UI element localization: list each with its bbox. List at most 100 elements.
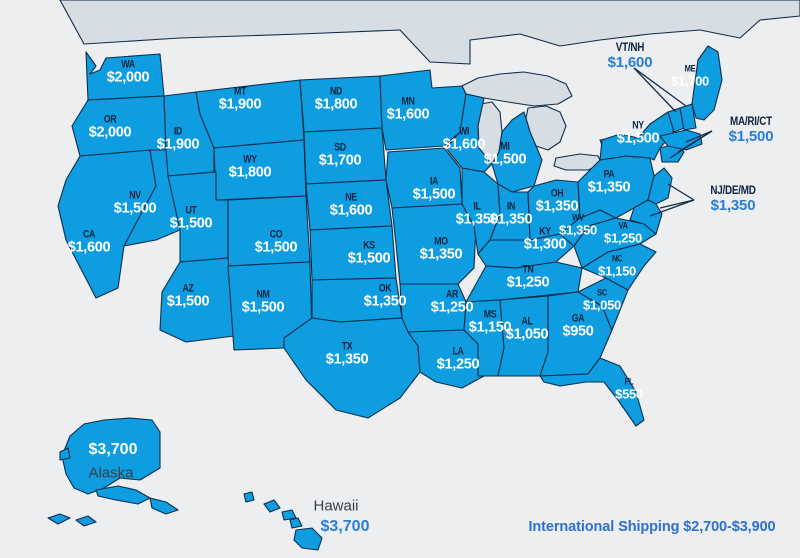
state-NH[interactable] (679, 103, 697, 131)
state-abbr: AZ (182, 282, 194, 295)
state-label-NY[interactable]: NY $1,500 (617, 119, 660, 148)
state-label-MI[interactable]: MI $1,500 (483, 141, 527, 169)
state-price: $1,900 (218, 97, 262, 114)
state-price: $1,600 (442, 137, 486, 154)
state-label-MT[interactable]: MT $1,900 (218, 85, 262, 114)
state-ME[interactable] (691, 45, 723, 121)
state-label-KY[interactable]: KY $1,300 (523, 225, 567, 254)
callout-ma-ri-ct[interactable]: MA/RI/CT $1,500 (727, 116, 776, 146)
state-label-IN[interactable]: IN $1,350 (489, 201, 533, 229)
state-abbr: SD (334, 141, 346, 154)
state-label-TX[interactable]: TX $1,350 (325, 340, 369, 369)
state-WI[interactable] (445, 93, 493, 173)
state-label-MS[interactable]: MS $1,150 (469, 309, 512, 337)
state-price: $1,050 (505, 327, 549, 344)
state-label-PA[interactable]: PA $1,350 (588, 169, 631, 197)
state-label-VA[interactable]: VA $1,250 (604, 221, 642, 244)
state-label-CA[interactable]: CA $1,600 (68, 228, 111, 257)
state-DE-MD[interactable] (629, 199, 663, 235)
state-label-MN[interactable]: MN $1,600 (387, 95, 430, 124)
hawaii-name: Hawaii (313, 497, 359, 515)
state-price: $1,500 (412, 187, 456, 204)
state-price: $1,350 (489, 212, 533, 229)
state-abbr: AR (445, 288, 459, 301)
state-price: $1,500 (347, 251, 391, 268)
state-abbr: TX (341, 340, 353, 353)
state-price: $1,500 (254, 240, 298, 257)
state-price: $1,050 (583, 297, 621, 313)
state-abbr: MN (401, 95, 415, 108)
state-label-AL[interactable]: AL $1,050 (505, 315, 549, 344)
state-label-WV[interactable]: WV $1,350 (559, 213, 597, 236)
state-label-ME[interactable]: ME $1,700 (671, 64, 709, 87)
state-abbr: VA (618, 220, 628, 232)
state-label-SC[interactable]: SC $1,050 (583, 288, 621, 311)
state-label-AZ[interactable]: AZ $1,500 (166, 282, 210, 311)
state-label-ID[interactable]: ID $1,900 (156, 126, 200, 154)
state-label-WY[interactable]: WY $1,800 (228, 153, 272, 182)
state-label-WA[interactable]: WA $2,000 (107, 58, 150, 87)
state-abbr: AL (521, 315, 533, 328)
state-label-TN[interactable]: TN $1,250 (507, 264, 550, 292)
state-label-ND[interactable]: ND $1,800 (315, 85, 358, 114)
state-label-NM[interactable]: NM $1,500 (242, 289, 285, 317)
callout-nj-de-md[interactable]: NJ/DE/MD $1,350 (707, 185, 760, 215)
callout-vt-nh[interactable]: VT/NH $1,600 (608, 42, 653, 72)
international-shipping-note: International Shipping $2,700-$3,900 (528, 519, 776, 535)
state-price: $1,350 (535, 199, 579, 216)
state-price: $1,350 (455, 212, 499, 229)
state-AZ[interactable] (159, 257, 235, 343)
state-price: $1,350 (325, 352, 369, 369)
hawaii-price: $3,700 (320, 518, 370, 535)
state-price: $1,250 (604, 230, 642, 246)
state-label-OH[interactable]: OH $1,350 (535, 188, 579, 216)
state-abbr: GA (571, 312, 585, 325)
state-abbr: IA (429, 175, 439, 188)
state-abbr: WA (121, 58, 135, 71)
state-label-CO[interactable]: CO $1,500 (254, 229, 298, 257)
state-label-KS[interactable]: KS $1,500 (347, 239, 391, 268)
state-abbr: WY (243, 153, 257, 166)
state-label-NE[interactable]: NE $1,600 (329, 192, 373, 220)
state-price: $1,700 (318, 153, 362, 170)
alaska-inset[interactable] (47, 417, 179, 527)
state-price: $1,300 (523, 237, 567, 254)
state-label-NC[interactable]: NC $1,150 (598, 254, 636, 277)
state-label-MO[interactable]: MO $1,350 (420, 236, 463, 264)
state-abbr: NY (632, 119, 644, 132)
state-price: $1,250 (436, 357, 480, 374)
state-abbr: KS (363, 239, 375, 252)
state-price: $550 (615, 386, 643, 402)
state-abbr: CA (82, 228, 96, 241)
state-label-FL[interactable]: FL $550 (615, 377, 643, 400)
state-price: $1,500 (483, 152, 527, 169)
state-TX[interactable] (283, 317, 421, 419)
state-label-IA[interactable]: IA $1,500 (412, 175, 456, 204)
state-label-NV[interactable]: NV $1,500 (113, 190, 157, 218)
state-label-OR[interactable]: OR $2,000 (89, 114, 132, 142)
state-price: $1,250 (430, 300, 474, 317)
state-label-IL[interactable]: IL $1,350 (455, 201, 499, 229)
state-abbr: WV (572, 212, 584, 224)
state-abbr: KY (539, 225, 551, 238)
state-price: $1,600 (329, 203, 373, 220)
state-label-WI[interactable]: WI $1,600 (442, 126, 486, 154)
state-label-AR[interactable]: AR $1,250 (430, 288, 474, 317)
state-label-LA[interactable]: LA $1,250 (436, 346, 480, 374)
state-abbr: MT (233, 85, 247, 98)
state-abbr: OK (378, 282, 392, 295)
hawaii-inset[interactable] (243, 491, 323, 551)
state-label-GA[interactable]: GA $950 (562, 312, 593, 341)
state-price: $1,500 (113, 201, 157, 218)
state-price: $1,900 (156, 137, 200, 154)
state-price: $1,800 (228, 165, 272, 182)
state-SC[interactable] (577, 277, 629, 331)
state-label-UT[interactable]: UT $1,500 (170, 205, 213, 233)
state-label-SD[interactable]: SD $1,700 (318, 141, 362, 170)
state-price: $1,500 (166, 294, 210, 311)
state-price: $1,700 (671, 73, 709, 89)
state-label-OK[interactable]: OK $1,350 (364, 282, 407, 311)
state-abbr: ND (329, 85, 343, 98)
state-FL[interactable] (539, 357, 645, 427)
callout-price: $1,500 (728, 128, 774, 146)
